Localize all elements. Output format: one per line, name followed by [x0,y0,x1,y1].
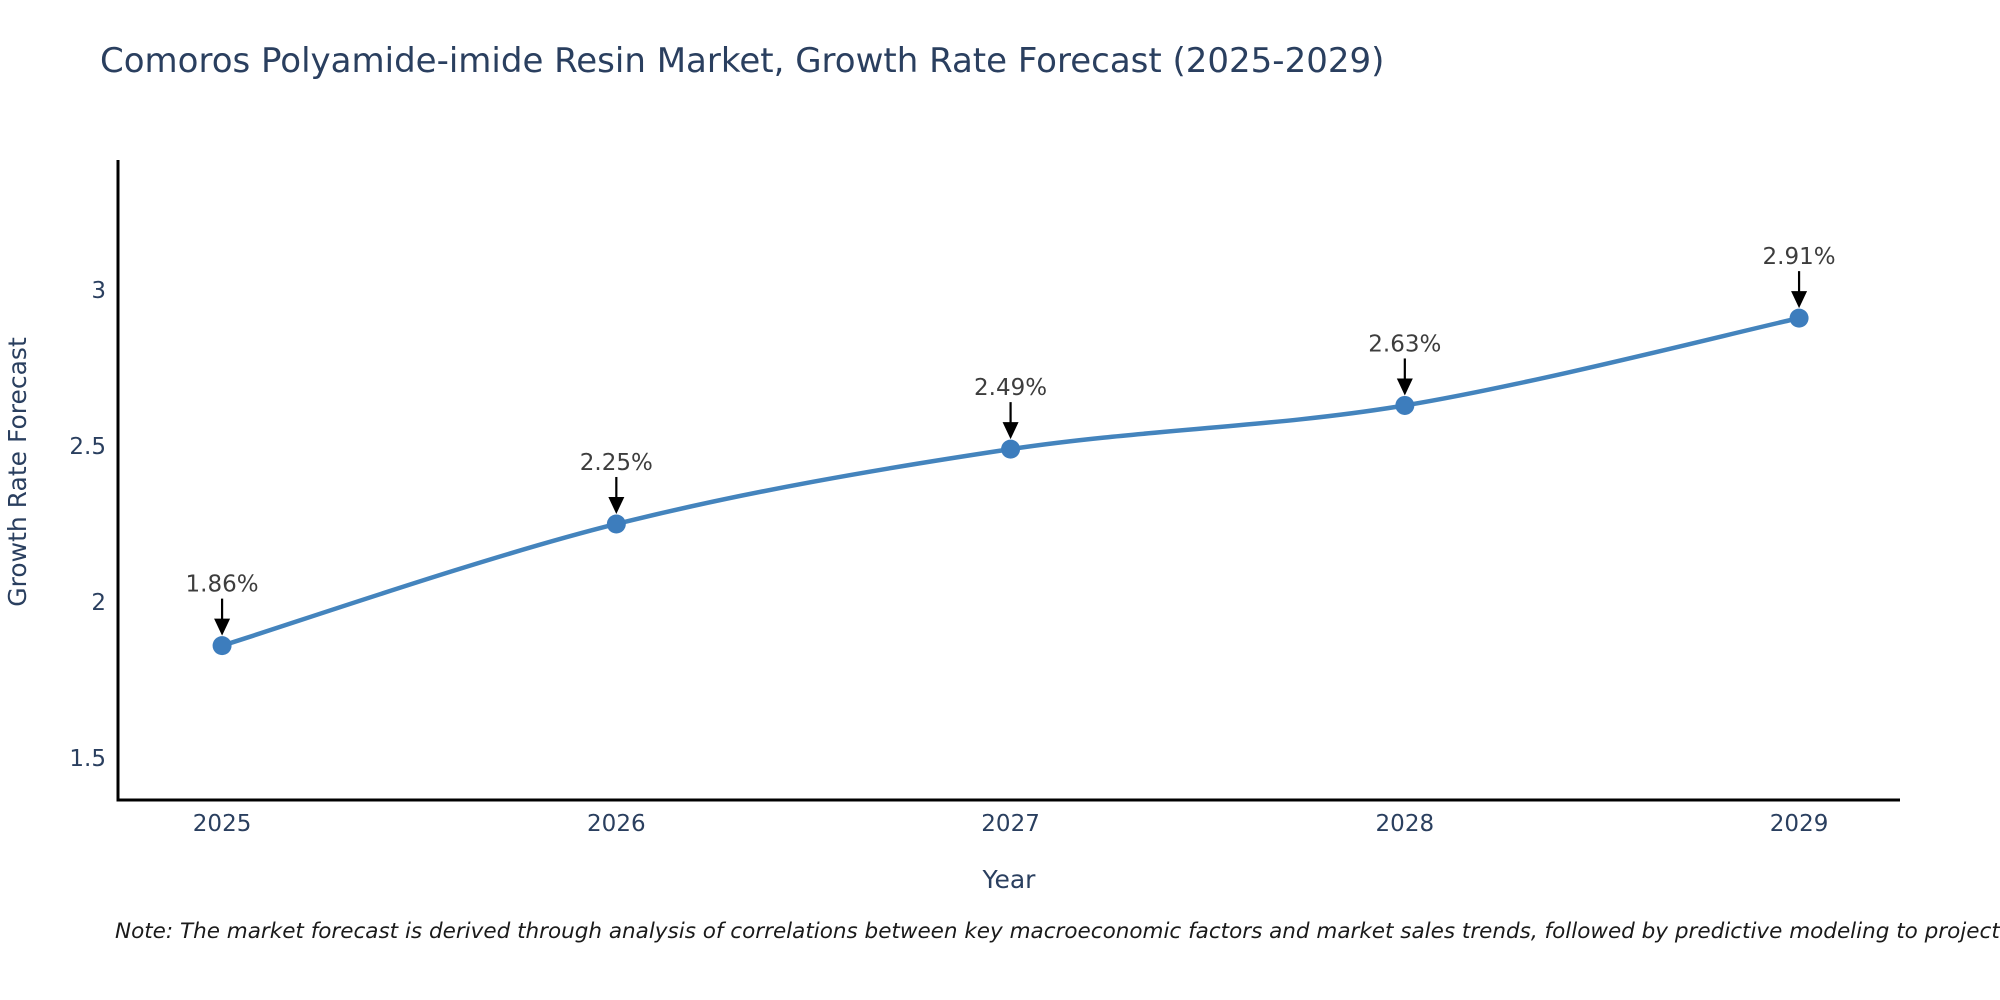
x-tick-label: 2026 [587,811,646,837]
data-point [1001,439,1021,459]
annotation-arrow-head [214,618,231,636]
y-tick-label: 2 [91,590,106,616]
x-axis-title: Year [982,865,1037,894]
y-tick-label: 3 [91,278,106,304]
data-point [212,636,232,656]
footnote: Note: The market forecast is derived thr… [115,919,2000,944]
annotation-arrow-head [1396,378,1413,396]
x-tick-label: 2029 [1770,811,1829,837]
point-value-label: 2.91% [1763,244,1836,270]
data-point [1395,395,1415,415]
chart-title: Comoros Polyamide-imide Resin Market, Gr… [100,41,1384,81]
point-value-label: 1.86% [186,572,259,598]
x-tick-label: 2028 [1376,811,1435,837]
forecast-line [219,315,1802,648]
point-value-label: 2.49% [974,375,1047,401]
point-value-label: 2.25% [580,450,653,476]
annotation-arrow-head [1791,291,1808,309]
data-point [606,514,626,534]
y-tick-label: 2.5 [69,434,106,460]
data-point [1789,308,1809,328]
x-tick-label: 2025 [193,811,252,837]
y-axis-title: Growth Rate Forecast [3,337,32,607]
x-tick-label: 2027 [981,811,1040,837]
annotation-arrow-head [1002,422,1019,440]
y-tick-label: 1.5 [69,746,106,772]
plot-area: 1.5 2 2.5 3 2025 2026 2027 2028 2029 1.86% 2.25% 2.… [69,160,1900,837]
point-value-label: 2.63% [1368,331,1441,357]
annotation-arrow-head [608,496,625,514]
